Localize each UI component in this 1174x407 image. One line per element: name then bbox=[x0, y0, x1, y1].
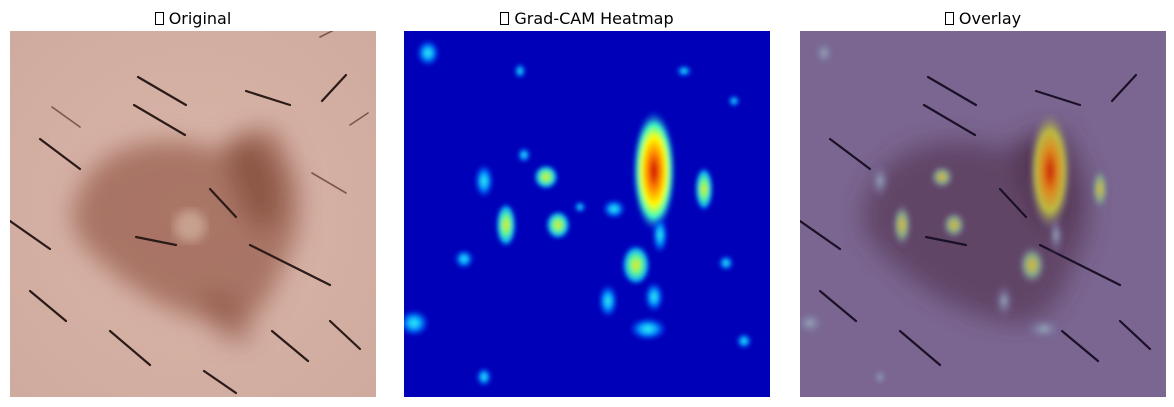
missing-glyph-icon bbox=[154, 11, 164, 25]
heatmap-title: Grad-CAM Heatmap bbox=[404, 7, 770, 29]
missing-glyph-icon bbox=[944, 11, 954, 25]
overlay-panel: Overlay bbox=[800, 0, 1166, 407]
overlay-title-text: Overlay bbox=[958, 8, 1022, 28]
heatmap-title-text: Grad-CAM Heatmap bbox=[514, 8, 674, 28]
original-title-text: Original bbox=[168, 8, 232, 28]
original-title: Original bbox=[10, 7, 376, 29]
original-panel: Original bbox=[10, 0, 376, 407]
missing-glyph-icon bbox=[500, 11, 510, 25]
gradcam-heatmap-image bbox=[404, 31, 770, 397]
heatmap-blobs bbox=[404, 39, 752, 387]
overlay-title: Overlay bbox=[800, 7, 1166, 29]
overlay-heat-blobs bbox=[800, 39, 1109, 387]
overlay-image bbox=[800, 31, 1166, 397]
heatmap-panel: Grad-CAM Heatmap bbox=[404, 0, 770, 407]
hair-strands bbox=[10, 73, 362, 395]
original-image bbox=[10, 31, 376, 397]
